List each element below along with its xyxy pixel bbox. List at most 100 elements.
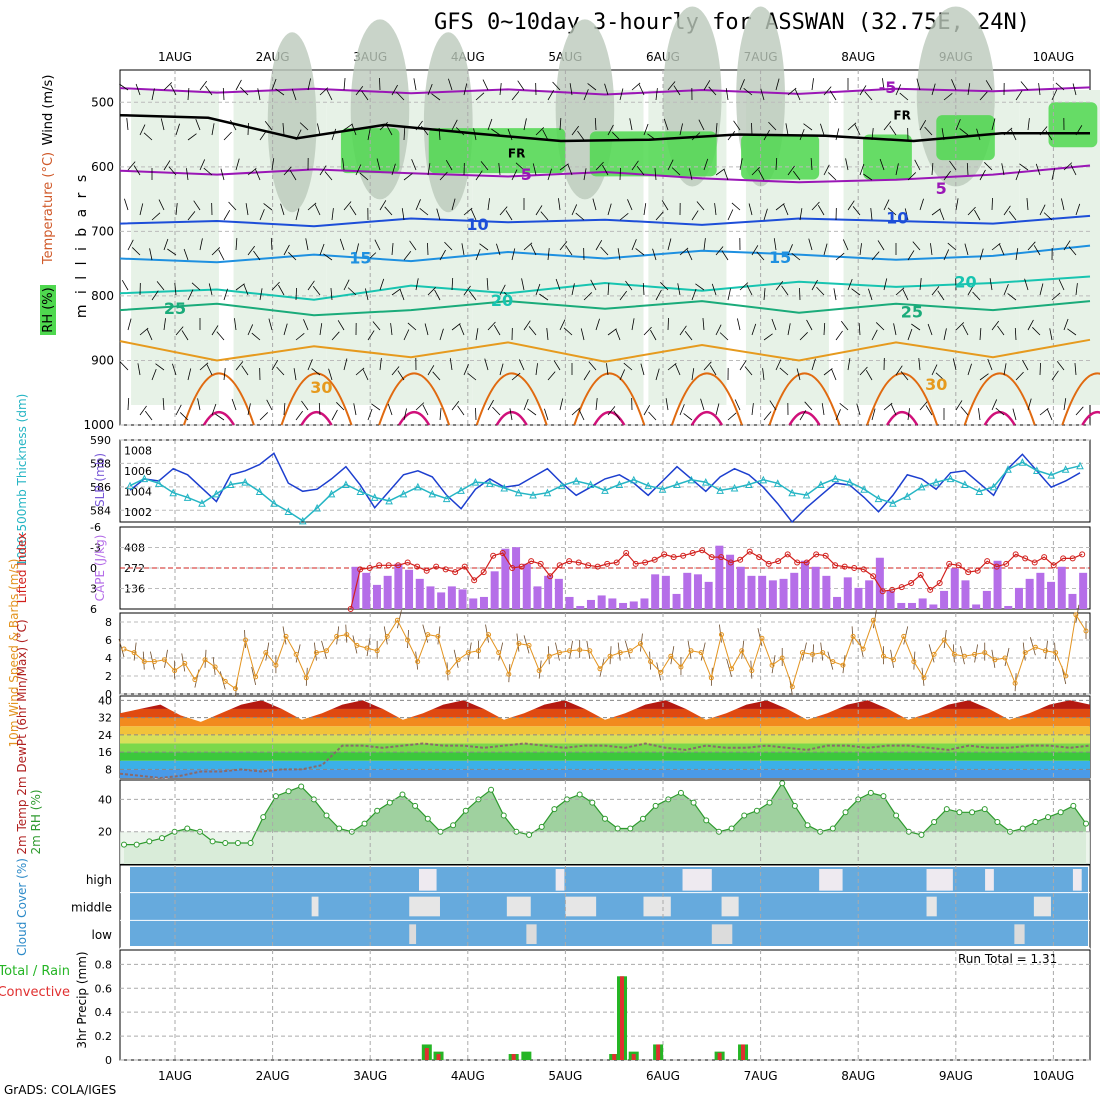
wind-barb <box>1019 163 1029 171</box>
wind-marker <box>779 655 785 661</box>
wind-barb <box>733 120 741 131</box>
wind-barb <box>760 88 765 101</box>
wind-barb <box>391 84 398 96</box>
wind-barb <box>544 408 549 421</box>
x-tick-label-bottom: 2AUG <box>256 1069 290 1083</box>
rh2m-marker <box>829 825 836 832</box>
wind-barb <box>895 163 899 176</box>
wind-barb <box>432 371 441 381</box>
wind-barb <box>739 79 745 91</box>
rh2m-marker <box>753 807 760 814</box>
temperature-band <box>120 743 1090 753</box>
wind-barb <box>979 248 984 261</box>
wind-barb <box>691 132 701 141</box>
wind-barb <box>1001 163 1005 176</box>
wind-marker <box>172 668 178 674</box>
wind-barb <box>1055 82 1065 91</box>
wind-barb <box>571 204 578 216</box>
wind-barb <box>727 288 731 301</box>
wind-barb <box>1051 292 1061 301</box>
isotherm-loop-40 <box>398 410 431 426</box>
wind-barb <box>962 324 969 336</box>
rh2m-marker <box>728 825 735 832</box>
wind-barb <box>863 173 873 181</box>
wind-marker <box>931 651 937 657</box>
wind-barb <box>307 78 311 91</box>
wind-barb <box>1010 129 1017 141</box>
wind-marker <box>1083 628 1089 634</box>
rh2m-marker <box>576 791 583 798</box>
wind-marker <box>131 650 137 656</box>
wind-barb <box>588 361 597 371</box>
wind-barb <box>650 329 657 341</box>
wind-barb <box>580 328 585 341</box>
wind-barb <box>642 283 645 296</box>
temp-tick-label: 24 <box>98 729 112 742</box>
wind-barb <box>163 160 171 171</box>
wind-barb <box>449 358 453 371</box>
wind-barb <box>667 238 672 251</box>
cape-bar <box>875 557 884 609</box>
wind-barb <box>355 164 362 176</box>
wind-barb <box>307 359 313 371</box>
surface-wind-barb <box>415 651 419 670</box>
wind-barb <box>567 163 573 176</box>
thickness-marker <box>845 478 854 486</box>
thickness-marker <box>327 489 336 498</box>
wind-barb <box>521 278 525 291</box>
rh2m-marker <box>994 819 1001 825</box>
wind-barb <box>943 328 947 341</box>
wind-barb <box>698 119 705 131</box>
cloud-gap-middle <box>506 896 531 917</box>
wind-marker <box>921 675 927 681</box>
wind-barb <box>655 289 662 301</box>
li-marker <box>1003 560 1010 567</box>
wind-barb <box>900 371 909 381</box>
wind-barb <box>558 198 561 211</box>
rh2m-marker <box>488 786 495 793</box>
wind-barb <box>829 90 837 101</box>
rh2m-marker <box>639 815 646 822</box>
temperature-band <box>120 734 1090 744</box>
panel-frame <box>119 439 1091 523</box>
cloud-gap-high <box>819 869 843 891</box>
rh2m-marker <box>741 812 748 819</box>
wind-barb <box>859 243 862 256</box>
wind-barb <box>391 288 401 296</box>
wind-barb <box>415 402 425 411</box>
wind-barb <box>420 125 429 136</box>
surface-wind-barb <box>928 644 935 663</box>
temperature-band <box>120 769 1090 778</box>
wind-barb <box>121 279 129 291</box>
thickness-marker <box>298 516 307 525</box>
wind-barb <box>427 163 431 176</box>
cape-bar <box>372 584 381 609</box>
rh2m-marker <box>614 825 621 832</box>
li-tick-label: 0 <box>90 562 97 575</box>
wind-barb <box>367 330 375 341</box>
thickness-marker <box>414 482 422 491</box>
wind-barb <box>283 244 290 256</box>
wind-barb <box>839 402 849 411</box>
x-tick-label-bottom: 9AUG <box>939 1069 973 1083</box>
wind-barb <box>559 398 564 411</box>
pressure-tick-label: 900 <box>91 353 114 367</box>
rh-shade-mid <box>267 32 317 213</box>
cape-bar <box>1014 587 1023 609</box>
wind-barb <box>868 288 873 301</box>
wind-barb <box>715 403 720 416</box>
thickness-marker <box>313 503 321 512</box>
wind-barb <box>655 88 658 101</box>
rh2m-marker <box>652 802 659 809</box>
thickness-marker <box>701 478 710 486</box>
wind-barb <box>1070 164 1077 176</box>
wind-barb <box>799 128 805 141</box>
wind-barb <box>1027 319 1034 331</box>
wind-barb <box>571 283 575 296</box>
wind-barb <box>415 199 421 211</box>
isotherm-line <box>119 214 1091 228</box>
cape-bar <box>383 575 392 609</box>
cape-bar <box>1079 572 1088 609</box>
wind-barb <box>629 118 633 131</box>
precip-axis-label: 3hr Precip (mm) <box>75 951 89 1048</box>
